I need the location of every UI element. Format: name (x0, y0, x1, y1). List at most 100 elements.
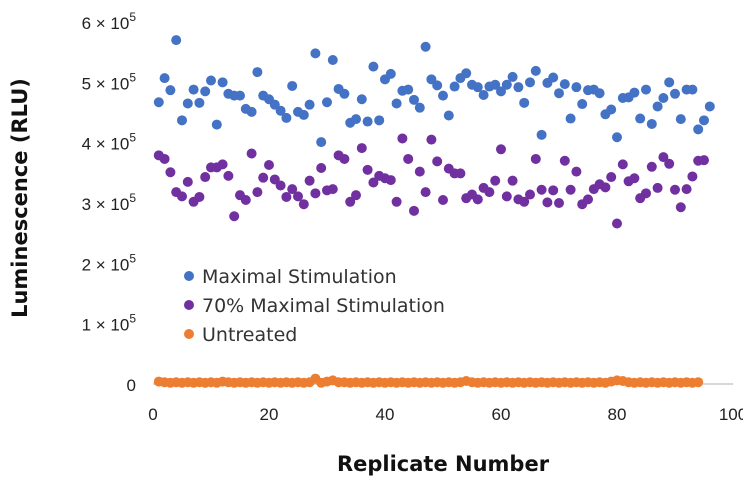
point-maximal-stimulation (629, 87, 640, 98)
point-maximal-stimulation (449, 81, 460, 92)
point-70pct-maximal-stimulation (409, 205, 419, 216)
point-70pct-maximal-stimulation (275, 180, 286, 191)
y-tick-label: 0 (127, 376, 136, 395)
point-70pct-maximal-stimulation (194, 191, 205, 202)
point-70pct-maximal-stimulation (246, 148, 257, 159)
legend-label-untreated: Untreated (202, 324, 297, 346)
legend-label-70pct-maximal-stimulation: 70% Maximal Stimulation (202, 295, 445, 317)
point-maximal-stimulation (687, 84, 698, 95)
point-70pct-maximal-stimulation (432, 156, 443, 167)
point-70pct-maximal-stimulation (559, 155, 570, 166)
point-70pct-maximal-stimulation (629, 173, 640, 184)
point-maximal-stimulation (246, 106, 257, 117)
point-70pct-maximal-stimulation (223, 170, 234, 181)
point-maximal-stimulation (165, 85, 176, 96)
point-maximal-stimulation (501, 79, 512, 90)
point-70pct-maximal-stimulation (177, 191, 187, 202)
x-tick-label: 80 (608, 405, 627, 424)
point-maximal-stimulation (641, 84, 651, 95)
point-70pct-maximal-stimulation (612, 218, 622, 229)
point-70pct-maximal-stimulation (200, 172, 211, 183)
point-70pct-maximal-stimulation (426, 134, 437, 145)
x-tick-label: 20 (260, 405, 279, 424)
point-70pct-maximal-stimulation (240, 194, 251, 205)
point-70pct-maximal-stimulation (641, 188, 651, 199)
point-70pct-maximal-stimulation (362, 164, 373, 175)
point-maximal-stimulation (327, 55, 338, 66)
point-maximal-stimulation (606, 104, 617, 115)
point-70pct-maximal-stimulation (304, 175, 315, 186)
point-maximal-stimulation (525, 77, 535, 88)
point-70pct-maximal-stimulation (252, 187, 263, 198)
point-maximal-stimulation (461, 68, 472, 79)
point-70pct-maximal-stimulation (420, 187, 431, 198)
point-70pct-maximal-stimulation (571, 166, 582, 177)
point-maximal-stimulation (635, 113, 646, 124)
point-maximal-stimulation (200, 86, 211, 97)
x-tick-label: 40 (376, 405, 395, 424)
point-70pct-maximal-stimulation (165, 167, 176, 178)
point-maximal-stimulation (554, 88, 564, 99)
point-maximal-stimulation (281, 112, 292, 123)
point-70pct-maximal-stimulation (536, 184, 547, 195)
point-maximal-stimulation (704, 101, 715, 112)
point-70pct-maximal-stimulation (652, 182, 663, 193)
y-tick-label: 6 × 105 (82, 10, 137, 33)
point-maximal-stimulation (507, 71, 518, 82)
point-maximal-stimulation (565, 113, 576, 124)
point-maximal-stimulation (432, 80, 443, 91)
point-70pct-maximal-stimulation (525, 189, 535, 200)
x-tick-label: 60 (492, 405, 511, 424)
x-axis-title: Replicate Number (337, 452, 550, 476)
point-maximal-stimulation (182, 98, 193, 109)
y-tick-label: 4 × 105 (82, 131, 137, 154)
point-maximal-stimulation (153, 97, 164, 108)
y-axis-title: Luminescence (RLU) (8, 78, 32, 318)
point-maximal-stimulation (513, 82, 524, 93)
point-70pct-maximal-stimulation (496, 144, 506, 155)
legend: Maximal Stimulation 70% Maximal Stimulati… (184, 266, 445, 346)
point-maximal-stimulation (275, 105, 286, 116)
point-maximal-stimulation (472, 82, 483, 93)
legend-marker-untreated (184, 329, 194, 339)
point-maximal-stimulation (217, 77, 228, 88)
point-70pct-maximal-stimulation (391, 196, 402, 207)
point-70pct-maximal-stimulation (530, 153, 541, 164)
y-tick-label: 5 × 105 (82, 70, 137, 93)
x-tick-labels: 0 20 40 60 80 100 (148, 405, 743, 424)
point-70pct-maximal-stimulation (327, 184, 338, 195)
point-maximal-stimulation (658, 93, 669, 104)
point-maximal-stimulation (316, 137, 327, 148)
point-70pct-maximal-stimulation (646, 161, 657, 172)
point-maximal-stimulation (438, 90, 448, 101)
point-maximal-stimulation (664, 77, 675, 88)
point-70pct-maximal-stimulation (670, 184, 680, 195)
point-maximal-stimulation (675, 114, 686, 125)
point-maximal-stimulation (298, 109, 309, 120)
point-70pct-maximal-stimulation (501, 191, 512, 202)
y-tick-label: 2 × 105 (82, 251, 137, 274)
point-maximal-stimulation (530, 65, 541, 76)
point-70pct-maximal-stimulation (385, 175, 396, 186)
point-70pct-maximal-stimulation (600, 182, 611, 193)
point-maximal-stimulation (409, 94, 419, 105)
point-maximal-stimulation (368, 61, 379, 72)
point-maximal-stimulation (356, 94, 367, 105)
point-maximal-stimulation (594, 88, 605, 99)
y-tick-labels: 0 1 × 105 2 × 105 3 × 105 4 × 105 5 × 105 6 × … (82, 10, 137, 395)
point-70pct-maximal-stimulation (287, 184, 298, 195)
point-70pct-maximal-stimulation (339, 153, 350, 164)
point-70pct-maximal-stimulation (490, 175, 501, 186)
point-70pct-maximal-stimulation (484, 187, 495, 198)
point-maximal-stimulation (211, 119, 222, 130)
point-70pct-maximal-stimulation (281, 191, 292, 202)
point-70pct-maximal-stimulation (345, 196, 356, 207)
point-maximal-stimulation (548, 72, 559, 83)
point-70pct-maximal-stimulation (565, 184, 576, 195)
point-maximal-stimulation (362, 116, 373, 127)
point-maximal-stimulation (194, 97, 205, 108)
point-70pct-maximal-stimulation (264, 159, 274, 170)
point-maximal-stimulation (496, 86, 506, 97)
point-70pct-maximal-stimulation (182, 176, 193, 187)
legend-marker-maximal-stimulation (184, 271, 194, 281)
